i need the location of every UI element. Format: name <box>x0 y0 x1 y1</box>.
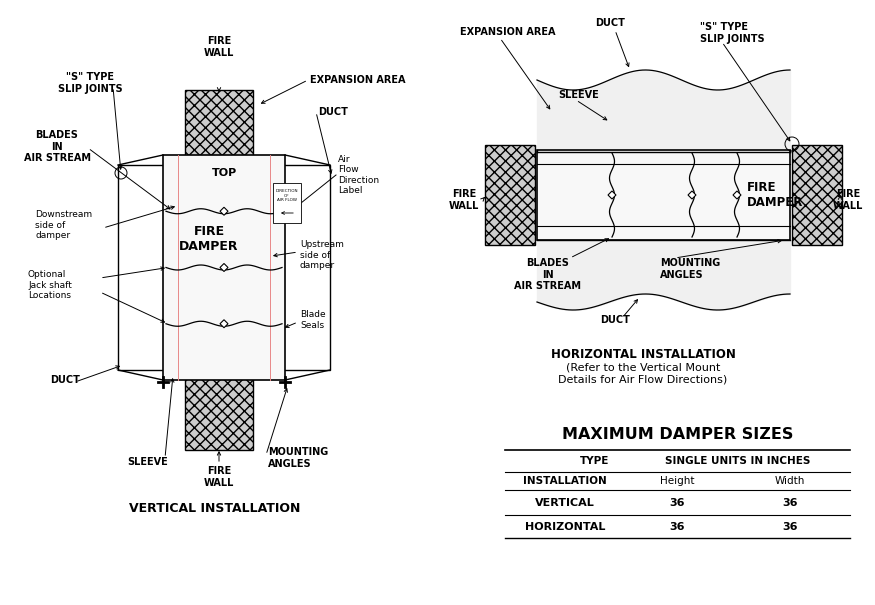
Bar <box>537 150 790 240</box>
Bar <box>485 145 535 245</box>
Polygon shape <box>733 191 741 199</box>
Bar <box>792 145 842 245</box>
Text: Downstream
side of
damper: Downstream side of damper <box>35 210 92 240</box>
Text: 36: 36 <box>782 497 798 508</box>
Bar <box>118 165 330 370</box>
Text: FIRE
DAMPER: FIRE DAMPER <box>747 181 803 209</box>
Text: 36: 36 <box>669 522 685 532</box>
Text: FIRE
WALL: FIRE WALL <box>449 189 480 211</box>
Text: EXPANSION AREA: EXPANSION AREA <box>310 75 405 85</box>
Text: Upstream
side of
damper: Upstream side of damper <box>300 240 344 270</box>
Polygon shape <box>220 264 228 272</box>
Text: Blade
Seals: Blade Seals <box>300 310 326 330</box>
Text: DUCT: DUCT <box>595 18 625 28</box>
Text: TYPE: TYPE <box>580 456 610 466</box>
Text: INSTALLATION: INSTALLATION <box>523 476 607 486</box>
Text: HORIZONTAL: HORIZONTAL <box>525 522 606 532</box>
Polygon shape <box>608 191 616 199</box>
Text: SINGLE UNITS IN INCHES: SINGLE UNITS IN INCHES <box>665 456 810 466</box>
Text: VERTICAL: VERTICAL <box>536 497 595 508</box>
Text: MOUNTING
ANGLES: MOUNTING ANGLES <box>268 447 328 469</box>
Text: Details for Air Flow Directions): Details for Air Flow Directions) <box>558 375 728 385</box>
Text: FIRE
WALL: FIRE WALL <box>204 466 234 488</box>
Text: Height: Height <box>661 476 695 486</box>
Text: EXPANSION AREA: EXPANSION AREA <box>460 27 556 37</box>
Text: MAXIMUM DAMPER SIZES: MAXIMUM DAMPER SIZES <box>562 427 794 442</box>
Text: "S" TYPE
SLIP JOINTS: "S" TYPE SLIP JOINTS <box>58 72 123 94</box>
Text: FIRE
WALL: FIRE WALL <box>204 36 234 58</box>
Text: FIRE
WALL: FIRE WALL <box>833 189 863 211</box>
Polygon shape <box>688 191 696 199</box>
Bar <box>185 90 253 158</box>
Text: HORIZONTAL INSTALLATION: HORIZONTAL INSTALLATION <box>550 348 735 361</box>
Text: SLEEVE: SLEEVE <box>558 90 598 100</box>
Text: (Refer to the Vertical Mount: (Refer to the Vertical Mount <box>566 362 720 372</box>
Text: VERTICAL INSTALLATION: VERTICAL INSTALLATION <box>130 502 301 514</box>
Text: BLADES
IN
AIR STREAM: BLADES IN AIR STREAM <box>514 258 582 291</box>
Text: 36: 36 <box>669 497 685 508</box>
Text: DUCT: DUCT <box>50 375 80 385</box>
Text: DUCT: DUCT <box>318 107 348 117</box>
Text: DIRECTION
OF
AIR FLOW: DIRECTION OF AIR FLOW <box>276 189 298 202</box>
Text: 36: 36 <box>782 522 798 532</box>
Text: SLEEVE: SLEEVE <box>128 457 168 467</box>
Text: BLADES
IN
AIR STREAM: BLADES IN AIR STREAM <box>24 130 90 163</box>
Text: Optional
Jack shaft
Locations: Optional Jack shaft Locations <box>28 270 72 300</box>
Text: "S" TYPE
SLIP JOINTS: "S" TYPE SLIP JOINTS <box>700 22 765 44</box>
Polygon shape <box>220 208 228 215</box>
Text: Air
Flow
Direction
Label: Air Flow Direction Label <box>338 155 379 195</box>
Text: MOUNTING
ANGLES: MOUNTING ANGLES <box>660 258 720 280</box>
Bar <box>273 183 301 223</box>
Text: FIRE
DAMPER: FIRE DAMPER <box>179 226 239 253</box>
Bar <box>163 155 285 380</box>
Bar <box>185 377 253 450</box>
Text: TOP: TOP <box>212 168 236 178</box>
Text: DUCT: DUCT <box>600 315 630 325</box>
Polygon shape <box>220 320 228 328</box>
Text: Width: Width <box>775 476 805 486</box>
